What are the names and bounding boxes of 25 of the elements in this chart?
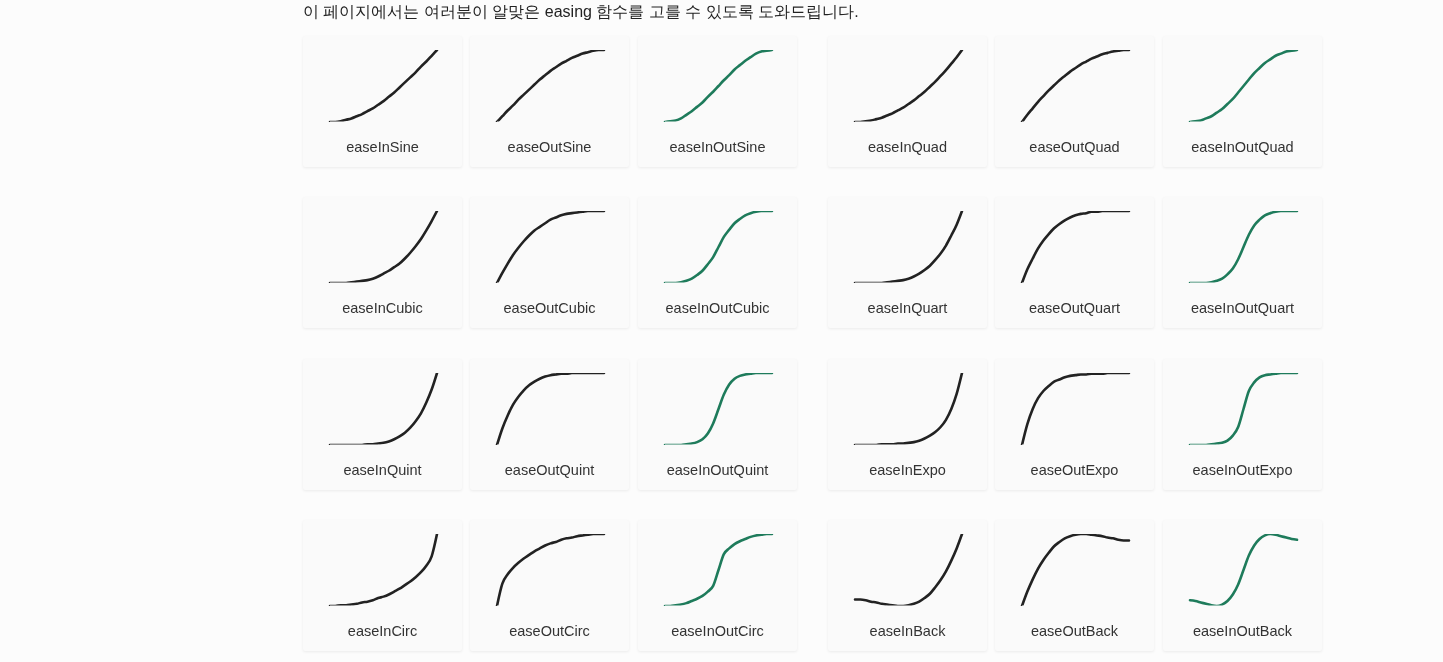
text: easeInOutQuint (665, 461, 770, 479)
text: easeInOutQuad (1190, 138, 1295, 156)
text: easeOutQuint (503, 461, 596, 479)
text: easeInOutBack (1191, 622, 1294, 640)
text: easeInOutCirc (670, 622, 765, 640)
text: easeOutCirc (508, 622, 591, 640)
text: easeInCubic (341, 299, 424, 317)
text: easeOutCubic (502, 299, 597, 317)
text: easeInBack (868, 622, 947, 640)
text: easeInOutSine (668, 138, 767, 156)
text: easeInOutQuart (1189, 299, 1296, 317)
text: easeInQuint (342, 461, 423, 479)
text: easeOutQuart (1027, 299, 1122, 317)
text: easeOutSine (506, 138, 593, 156)
text: easeInSine (345, 138, 420, 156)
text: easeInOutExpo (1191, 461, 1294, 479)
text: easeOutExpo (1029, 461, 1120, 479)
text: easeInCirc (346, 622, 419, 640)
text: easeInOutCubic (664, 299, 771, 317)
text: easeInExpo (868, 461, 947, 479)
text: easeInQuad (867, 138, 948, 156)
text: easeOutBack (1029, 622, 1120, 640)
text: easeOutQuad (1028, 138, 1121, 156)
text: easeInQuart (866, 299, 949, 317)
text: 이 페이지에서는 여러분이 알맞은 easing 함수를 고를 수 있도록 도와드립니다. (303, 2, 859, 22)
